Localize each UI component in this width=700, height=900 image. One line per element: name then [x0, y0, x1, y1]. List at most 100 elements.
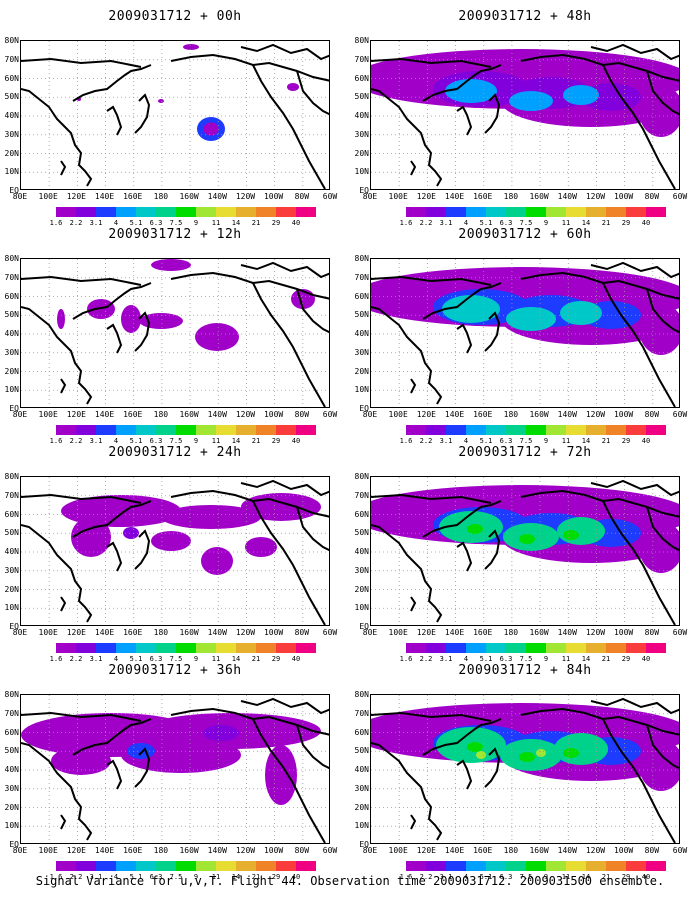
- latitude-label: 60N: [354, 727, 369, 737]
- latitude-label: 80N: [354, 254, 369, 263]
- colorbar-label: 40: [641, 437, 651, 445]
- colorbar-label: 21: [601, 655, 611, 663]
- coastline: [21, 88, 93, 187]
- colorbar-label: 21: [251, 873, 261, 881]
- latitude-label: 60N: [4, 727, 19, 737]
- longitude-label: 100W: [613, 846, 634, 855]
- colorbar-label: 5.1: [129, 873, 143, 881]
- colorbar-label: 7.5: [169, 219, 183, 227]
- coastline: [371, 493, 492, 504]
- colorbar-label: 14: [231, 219, 241, 227]
- variance-contour: [506, 307, 556, 331]
- panel-title: 2009031712 + 36h: [108, 663, 242, 678]
- map-canvas: [371, 695, 679, 843]
- colorbar-label: 4: [463, 655, 469, 663]
- variance-contour: [519, 534, 535, 544]
- colorbar-label: 29: [271, 655, 281, 663]
- variance-contour: [245, 537, 277, 557]
- longitude-label: 160W: [529, 192, 549, 201]
- colorbar-label: 14: [231, 873, 241, 881]
- latitude-label: 60N: [4, 73, 19, 83]
- latitude-label: 30N: [4, 783, 19, 793]
- colorbar-swatch: [196, 861, 216, 871]
- latitude-label: 40N: [354, 765, 369, 774]
- longitude-label: 100W: [263, 410, 284, 419]
- colorbar-swatch: [506, 207, 526, 217]
- colorbar-label: 11: [561, 873, 571, 881]
- colorbar-label: 9: [193, 873, 199, 881]
- longitude-label: 120W: [585, 846, 606, 855]
- variance-contour: [203, 122, 219, 136]
- colorbar-label: 1.6: [49, 655, 63, 663]
- colorbar-swatch: [276, 643, 296, 653]
- longitude-label: 160W: [179, 410, 199, 419]
- latitude-label: 50N: [4, 746, 19, 756]
- colorbar-swatch: [296, 425, 316, 435]
- coastline: [21, 742, 93, 841]
- latitude-label: 70N: [4, 272, 19, 282]
- colorbar-swatch: [506, 425, 526, 435]
- colorbar-swatch: [76, 643, 96, 653]
- latitude-label: EQ: [359, 404, 369, 413]
- colorbar-swatch: [176, 643, 196, 653]
- variance-contour: [139, 313, 183, 329]
- latitude-label: 10N: [354, 603, 369, 613]
- latitude-label: 80N: [354, 472, 369, 481]
- coastline: [296, 724, 329, 770]
- coastline: [240, 261, 329, 279]
- colorbar-label: 21: [251, 437, 261, 445]
- coastline: [72, 64, 152, 102]
- coastline: [484, 747, 501, 788]
- colorbar-swatch: [546, 425, 566, 435]
- colorbar-swatch: [446, 425, 466, 435]
- colorbar-label: 14: [581, 219, 591, 227]
- colorbar-label: 11: [561, 655, 571, 663]
- colorbar-swatch: [446, 643, 466, 653]
- colorbar-swatch: [176, 207, 196, 217]
- longitude-label: 140W: [207, 628, 227, 637]
- colorbar-label: 3.1: [89, 655, 103, 663]
- longitude-label: 100E: [38, 628, 58, 637]
- coastline: [170, 707, 329, 736]
- longitude-label: 100W: [263, 846, 284, 855]
- colorbar-swatch: [56, 861, 76, 871]
- latitude-label: 20N: [4, 802, 19, 812]
- colorbar-swatch: [236, 425, 256, 435]
- colorbar-label: 2.2: [69, 219, 83, 227]
- longitude-label: 160W: [179, 628, 199, 637]
- colorbar-label: 1.6: [49, 437, 63, 445]
- colorbar-label: 40: [641, 219, 651, 227]
- latitude-label: 30N: [354, 347, 369, 357]
- colorbar-swatch: [646, 207, 666, 217]
- latitude-label: 10N: [354, 167, 369, 177]
- colorbar-label: 2.2: [419, 873, 433, 881]
- coastline: [240, 697, 329, 715]
- longitude-label: 80W: [294, 846, 310, 855]
- colorbar-label: 11: [211, 437, 221, 445]
- colorbar-swatch: [606, 643, 626, 653]
- latitude-label: 40N: [4, 765, 19, 774]
- coastline: [371, 57, 492, 68]
- longitude-label: 180: [153, 846, 169, 855]
- colorbar-swatch: [406, 207, 426, 217]
- coastline: [422, 282, 502, 320]
- colorbar-label: 29: [621, 873, 631, 881]
- longitude-label: 60W: [672, 846, 688, 855]
- colorbar-swatch: [486, 861, 506, 871]
- longitude-label: 140W: [557, 192, 577, 201]
- coastline: [602, 500, 676, 625]
- colorbar-swatch: [216, 207, 236, 217]
- coastline: [410, 814, 417, 830]
- colorbar-swatch: [176, 861, 196, 871]
- colorbar: [406, 425, 666, 435]
- colorbar: [56, 425, 316, 435]
- variance-contour: [560, 301, 602, 325]
- colorbar-swatch: [76, 425, 96, 435]
- longitude-label: 120W: [585, 628, 606, 637]
- colorbar-label: 4: [113, 655, 119, 663]
- colorbar-swatch: [136, 425, 156, 435]
- colorbar-swatch: [626, 861, 646, 871]
- coastline: [21, 524, 93, 623]
- latitude-label: 50N: [4, 310, 19, 320]
- panel-title: 2009031712 + 12h: [108, 227, 242, 242]
